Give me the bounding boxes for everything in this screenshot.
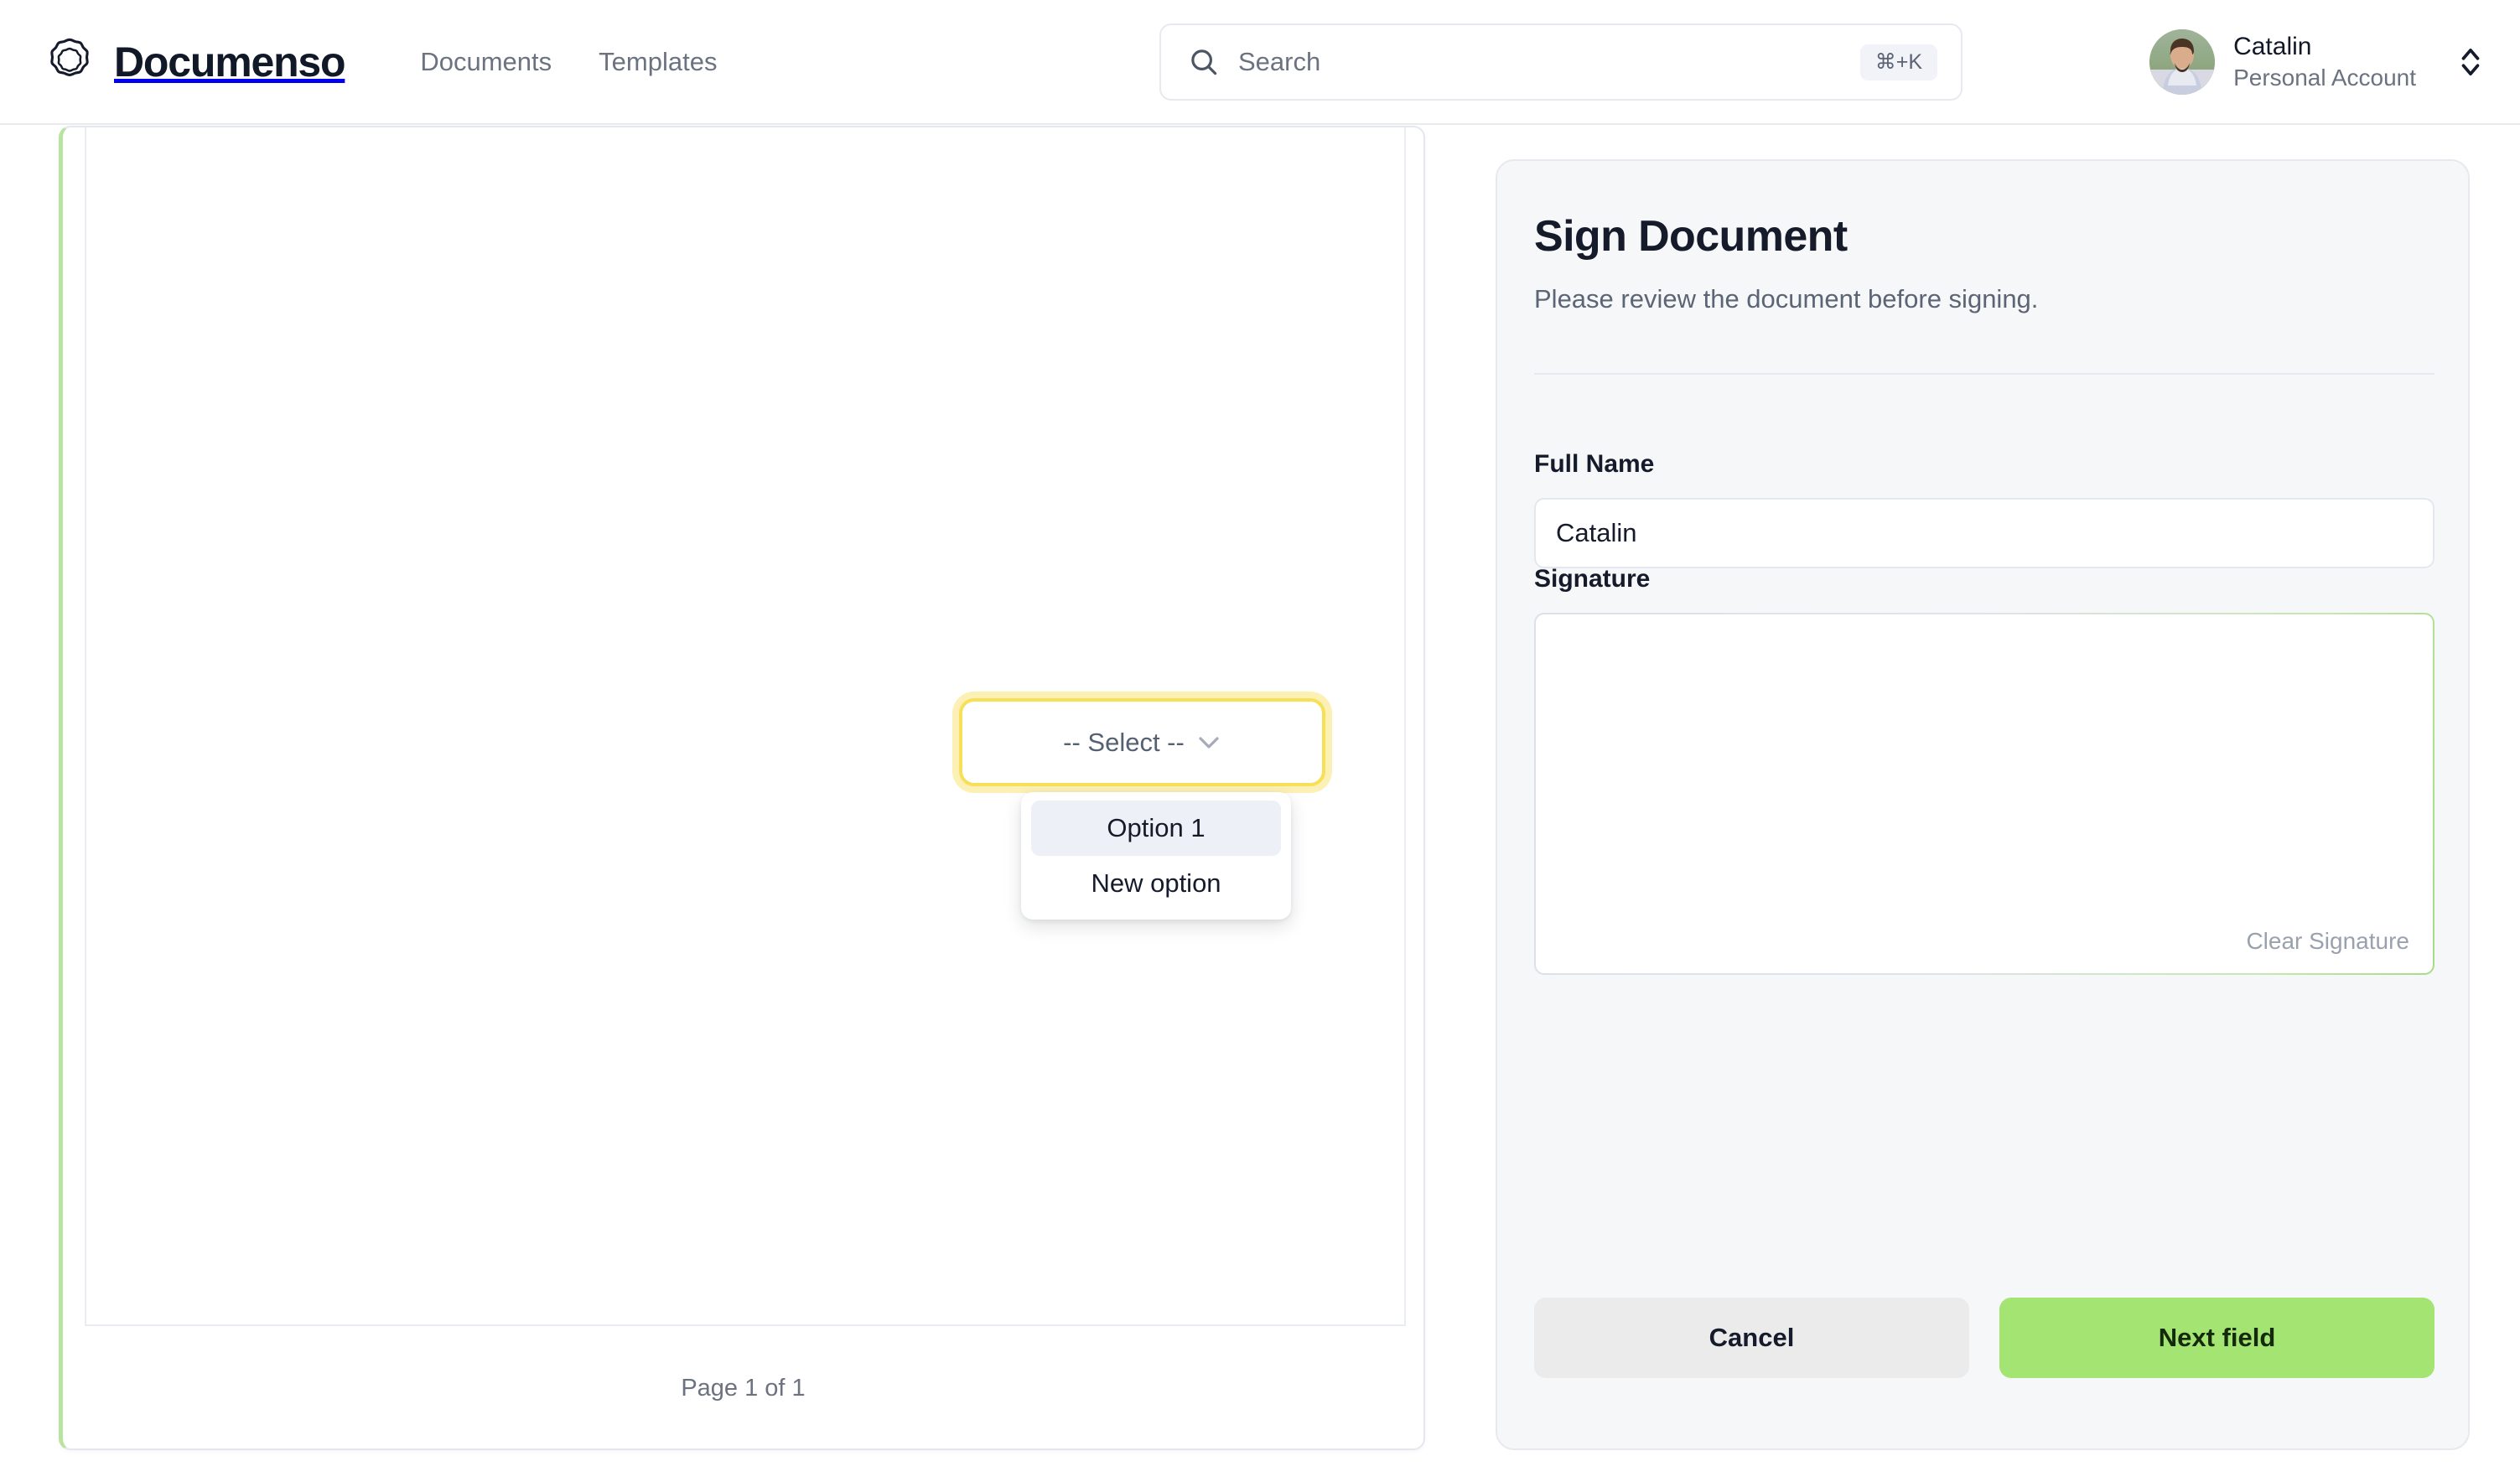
dropdown-menu: Option 1 New option <box>1021 792 1291 920</box>
document-field-dropdown: -- Select -- Option 1 New option <box>959 698 1325 920</box>
sign-document-panel: Sign Document Please review the document… <box>1496 159 2470 1450</box>
dropdown-trigger-label: -- Select -- <box>1063 727 1185 757</box>
account-text: Catalin Personal Account <box>2233 33 2416 91</box>
panel-actions: Cancel Next field <box>1534 1298 2434 1378</box>
brand-name: Documenso <box>114 38 346 86</box>
nav-item-documents[interactable]: Documents <box>420 46 552 76</box>
full-name-field-group: Full Name Catalin <box>1534 450 2434 568</box>
signature-label: Signature <box>1534 565 1651 593</box>
search-icon <box>1188 46 1220 78</box>
chevron-up-down-icon[interactable] <box>2456 43 2485 81</box>
app-header: Documenso Documents Templates Search ⌘+K <box>0 0 2520 125</box>
cancel-button[interactable]: Cancel <box>1534 1298 1969 1378</box>
signature-field-group: Signature Clear Signature <box>1534 565 2434 975</box>
avatar <box>2149 29 2216 95</box>
divider <box>1534 373 2434 375</box>
signature-pad[interactable]: Clear Signature <box>1534 613 2434 975</box>
sign-panel-inner: Sign Document Please review the document… <box>1534 161 2434 1448</box>
search-placeholder: Search <box>1238 47 1321 76</box>
search-input[interactable]: Search ⌘+K <box>1159 23 1963 101</box>
clear-signature-button[interactable]: Clear Signature <box>2246 928 2409 954</box>
next-field-button[interactable]: Next field <box>1999 1298 2434 1378</box>
page-title: Sign Document <box>1534 212 1848 261</box>
full-name-input[interactable]: Catalin <box>1534 498 2434 568</box>
page-subtitle: Please review the document before signin… <box>1534 284 2039 314</box>
chevron-down-icon <box>1196 734 1221 751</box>
full-name-label: Full Name <box>1534 450 1655 478</box>
search-shortcut-badge: ⌘+K <box>1859 44 1937 80</box>
dropdown-trigger[interactable]: -- Select -- <box>959 698 1325 786</box>
page-indicator: Page 1 of 1 <box>681 1374 806 1402</box>
main-nav: Documents Templates <box>420 47 717 77</box>
account-role: Personal Account <box>2233 64 2416 91</box>
account-switcher[interactable]: Catalin Personal Account <box>2149 23 2485 101</box>
document-page-footer: Page 1 of 1 <box>63 1328 1423 1448</box>
document-viewer-card: -- Select -- Option 1 New option Page 1 … <box>59 126 1425 1450</box>
account-name: Catalin <box>2233 33 2312 61</box>
full-name-value: Catalin <box>1556 518 1637 547</box>
documenso-seal-icon <box>44 36 96 88</box>
brand-logo[interactable]: Documenso <box>44 36 346 88</box>
dropdown-option-option-1[interactable]: Option 1 <box>1031 801 1281 856</box>
nav-item-templates[interactable]: Templates <box>599 46 718 76</box>
dropdown-option-new-option[interactable]: New option <box>1091 868 1221 898</box>
document-page: -- Select -- Option 1 New option <box>85 127 1406 1326</box>
